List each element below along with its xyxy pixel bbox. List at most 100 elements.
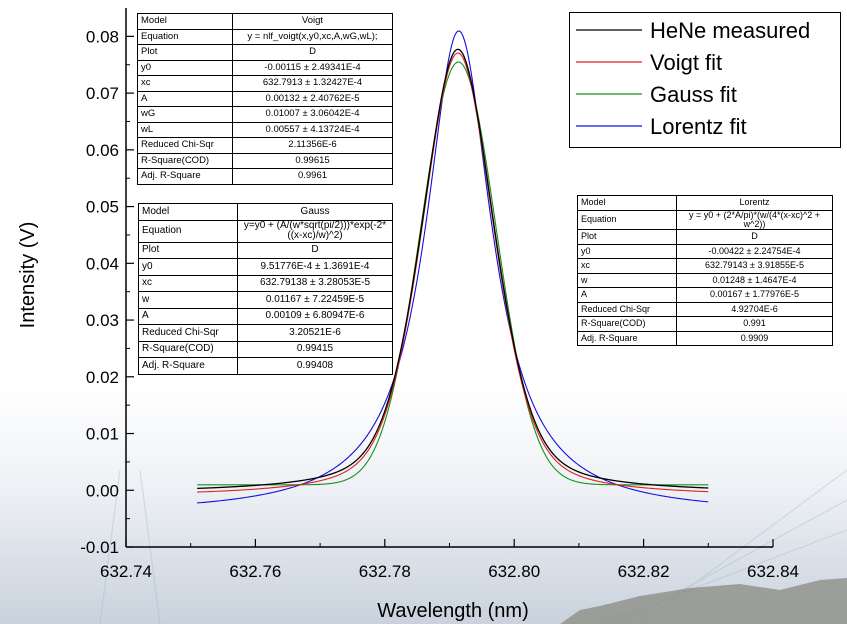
y-tick-label: 0.01 (86, 425, 119, 444)
param-name: Equation (138, 219, 238, 243)
table-row: R-Square(COD) 0.99615 (137, 152, 393, 169)
param-name: y0 (138, 258, 238, 276)
table-row: A 0.00167 ± 1.77976E-5 (577, 287, 833, 303)
table-row: xc 632.7913 ± 1.32427E-4 (137, 75, 393, 92)
legend: HeNe measured Voigt fit Gauss fit Lorentz f… (569, 12, 841, 148)
param-value: D (676, 229, 833, 245)
table-row: Model Voigt (137, 13, 393, 30)
param-name: A (577, 287, 677, 303)
tree-silhouette (560, 578, 847, 624)
param-name: Adj. R-Square (577, 330, 677, 347)
table-row: R-Square(COD) 0.99415 (138, 340, 393, 358)
table-row: Model Gauss (138, 203, 393, 221)
param-name: Reduced Chi-Sqr (577, 301, 677, 318)
y-tick-label: 0.08 (86, 27, 119, 46)
param-value: 0.99408 (237, 357, 393, 375)
param-value: 632.79138 ± 3.28053E-5 (237, 274, 393, 292)
table-row: A 0.00132 ± 2.40762E-5 (137, 90, 393, 107)
table-row: A 0.00109 ± 6.80947E-6 (138, 307, 393, 325)
param-value: 0.01167 ± 7.22459E-5 (237, 291, 393, 309)
param-name: xc (138, 274, 238, 292)
table-row: wL 0.00557 ± 4.13724E-4 (137, 121, 393, 138)
x-tick-label: 632.84 (747, 562, 799, 581)
table-row: y0 -0.00115 ± 2.49341E-4 (137, 59, 393, 76)
param-value: 3.20521E-6 (237, 324, 393, 342)
param-value: 632.79143 ± 3.91855E-5 (676, 258, 833, 274)
param-value: 9.51776E-4 ± 1.3691E-4 (237, 258, 393, 276)
param-value: 0.991 (676, 316, 833, 332)
axes (125, 8, 774, 548)
param-value: Gauss (237, 203, 393, 221)
table-row: wG 0.01007 ± 3.06042E-4 (137, 106, 393, 123)
table-row: Reduced Chi-Sqr 3.20521E-6 (138, 324, 393, 342)
param-value: 0.01248 ± 1.4647E-4 (676, 272, 833, 289)
y-tick-label: 0.07 (86, 84, 119, 103)
param-name: y0 (137, 59, 233, 76)
table-row: Equation y = nlf_voigt(x,y0,xc,A,wG,wL); (137, 28, 393, 45)
table-row: Adj. R-Square 0.9909 (577, 330, 833, 347)
tick-labels: -0.01 0.00 0.01 0.02 0.03 0.04 0.05 0.06 0.07 0.0… (80, 27, 799, 581)
table-row: Equation y=y0 + (A/(w*sqrt(pi/2)))*exp(-2… (138, 219, 393, 243)
x-tick-label: 632.78 (359, 562, 411, 581)
param-value: Lorentz (676, 195, 833, 211)
series-line-hene-measured (197, 48, 709, 490)
param-value: 0.00167 ± 1.77976E-5 (676, 287, 833, 303)
param-name: R-Square(COD) (577, 316, 677, 332)
param-value: y = y0 + (2*A/pi)*(w/(4*(x-xc)^2 + w^2)) (676, 209, 833, 231)
param-value: 0.99615 (232, 152, 393, 169)
table-row: xc 632.79143 ± 3.91855E-5 (577, 258, 833, 274)
y-tick-label: 0.00 (86, 481, 119, 500)
param-value: D (237, 241, 393, 259)
voigt-fit-table: Model Voigt Equation y = nlf_voigt(x,y0,xc,… (137, 13, 393, 185)
param-name: Model (138, 203, 238, 221)
table-row: Model Lorentz (577, 195, 833, 211)
series-line-lorentz-fit (197, 30, 709, 504)
param-value: 0.01007 ± 3.06042E-4 (232, 106, 393, 123)
param-name: wG (137, 106, 233, 123)
series-line-gauss-fit (197, 61, 709, 486)
param-name: A (137, 90, 233, 107)
series-lines (197, 30, 709, 504)
param-name: A (138, 307, 238, 325)
param-name: Model (137, 13, 233, 30)
legend-label: Lorentz fit (650, 114, 747, 139)
legend-entries: HeNe measured Voigt fit Gauss fit Lorentz f… (576, 18, 810, 139)
table-row: y0 -0.00422 ± 2.24754E-4 (577, 243, 833, 260)
x-tick-label: 632.82 (618, 562, 670, 581)
param-value: D (232, 44, 393, 61)
legend-label: Voigt fit (650, 50, 722, 75)
x-tick-label: 632.76 (229, 562, 281, 581)
param-name: Adj. R-Square (138, 357, 238, 375)
y-tick-label: 0.06 (86, 141, 119, 160)
param-name: Plot (138, 241, 238, 259)
param-value: 4.92704E-6 (676, 301, 833, 318)
table-row: Adj. R-Square 0.99408 (138, 357, 393, 375)
param-value: -0.00422 ± 2.24754E-4 (676, 243, 833, 260)
param-value: 0.00132 ± 2.40762E-5 (232, 90, 393, 107)
x-tick-label: 632.74 (100, 562, 152, 581)
param-name: w (577, 272, 677, 289)
param-name: wL (137, 121, 233, 138)
param-name: Equation (577, 209, 677, 231)
table-row: Reduced Chi-Sqr 2.11356E-6 (137, 137, 393, 154)
param-name: xc (577, 258, 677, 274)
param-value: -0.00115 ± 2.49341E-4 (232, 59, 393, 76)
param-name: R-Square(COD) (137, 152, 233, 169)
y-tick-label: -0.01 (80, 538, 119, 557)
param-name: R-Square(COD) (138, 340, 238, 358)
table-row: w 0.01248 ± 1.4647E-4 (577, 272, 833, 289)
table-row: Plot D (138, 241, 393, 259)
y-tick-label: 0.03 (86, 311, 119, 330)
y-axis-title: Intensity (V) (17, 222, 39, 329)
legend-label: HeNe measured (650, 18, 810, 43)
param-name: xc (137, 75, 233, 92)
table-row: Plot D (137, 44, 393, 61)
table-row: Adj. R-Square 0.9961 (137, 168, 393, 185)
param-name: w (138, 291, 238, 309)
y-tick-label: 0.04 (86, 254, 119, 273)
param-value: 0.9909 (676, 330, 833, 347)
legend-label: Gauss fit (650, 82, 737, 107)
param-value: 0.00109 ± 6.80947E-6 (237, 307, 393, 325)
param-name: Model (577, 195, 677, 211)
